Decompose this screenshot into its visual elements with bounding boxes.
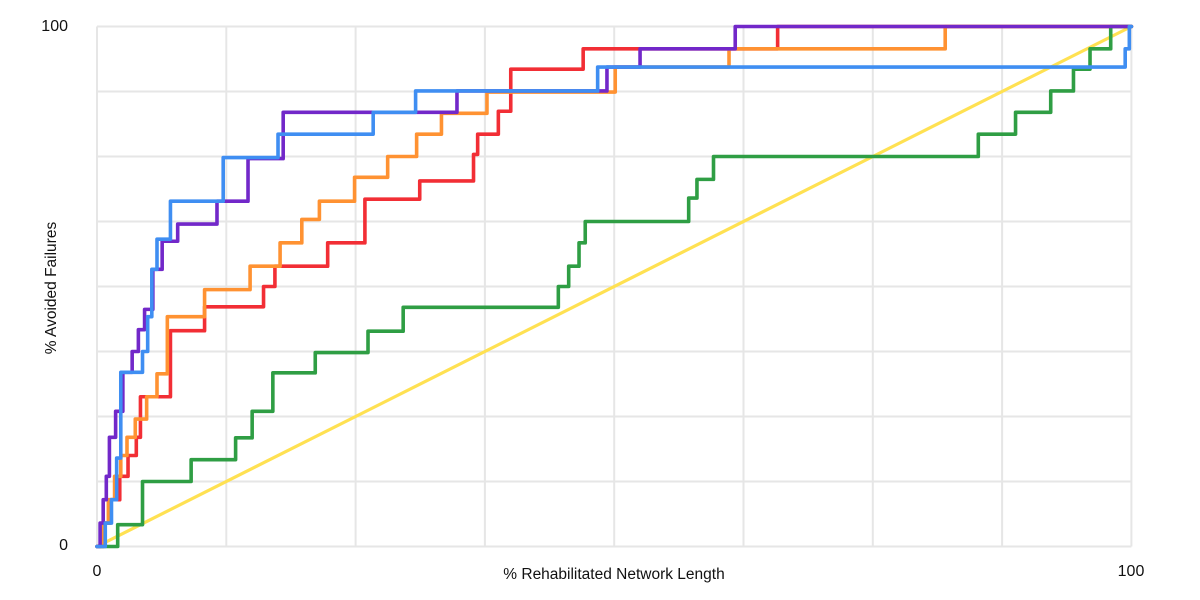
- series-line-diagonal-reference: [95, 24, 1133, 549]
- series-line-blue-curve: [95, 24, 1134, 549]
- series-line-orange-curve: [95, 24, 1134, 549]
- y-axis-title: % Avoided Failures: [43, 221, 60, 355]
- x-axis-tick-0: 0: [92, 563, 102, 580]
- series-line-green-curve: [95, 24, 1134, 549]
- y-axis-tick-100: 100: [41, 18, 68, 35]
- y-axis-tick-0: 0: [59, 537, 68, 554]
- x-axis-title: % Rehabilitated Network Length: [503, 566, 725, 583]
- x-axis-tick-100: 100: [1117, 563, 1145, 580]
- series-line-red-curve: [95, 24, 1134, 549]
